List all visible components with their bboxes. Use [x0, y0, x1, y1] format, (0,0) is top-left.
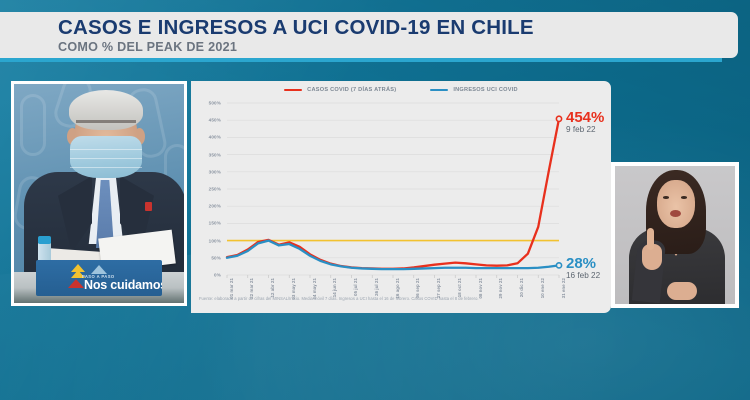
y-axis-labels: 500% 450% 400% 350% 300% 250% 200% 150% 100% 50% 0… [191, 100, 225, 278]
title-accent-rule [0, 58, 722, 62]
water-bottle-cap [38, 236, 51, 244]
legend-swatch [284, 88, 303, 92]
x-axis-tick-label: 26 jul 21 [373, 278, 379, 296]
legend-swatch [430, 88, 449, 92]
chart-legend: CASOS COVID (7 DÍAS ATRÁS) INGRESOS UCI … [191, 87, 611, 93]
legend-item: INGRESOS UCI COVID [430, 87, 518, 93]
y-axis-tick-label: 300% [208, 169, 221, 175]
x-axis-labels: 01 mar 21 22 mar 21 12 abr 21 03 may 21 24 m… [227, 277, 566, 311]
interpreter-face [657, 180, 695, 228]
chart-panel: CASOS COVID (7 DÍAS ATRÁS) INGRESOS UCI … [191, 81, 611, 313]
x-axis-tick-label: 12 abr 21 [270, 278, 276, 298]
page-subtitle: COMO % DEL PEAK DE 2021 [58, 40, 238, 54]
y-axis-tick-label: 450% [208, 117, 221, 123]
source-note: Fuente: elaborada a partir de cifras del… [199, 296, 479, 301]
y-axis-tick-label: 0% [214, 272, 221, 278]
x-axis-tick-label: 14 jun 21 [332, 278, 338, 298]
podium-banner: PASO A PASO Nos cuidamos [36, 260, 162, 296]
x-axis-tick-label: 05 jul 21 [353, 278, 359, 296]
interpreter-index-finger [647, 228, 654, 250]
chart-plot-area [225, 102, 563, 278]
face-mask [70, 136, 142, 178]
annotation-peak-cases: 454% 9 feb 22 [566, 110, 604, 135]
chart-svg [225, 102, 563, 278]
speaker-ear-left [67, 128, 78, 145]
y-axis-tick-label: 400% [208, 134, 221, 140]
paso-a-paso-logo-icon [67, 263, 113, 288]
legend-label: INGRESOS UCI COVID [453, 87, 518, 93]
y-axis-tick-label: 250% [208, 186, 221, 192]
x-axis-tick-label: 20 dic 21 [519, 278, 525, 298]
y-axis-tick-label: 100% [208, 238, 221, 244]
annotation-date: 16 feb 22 [566, 271, 601, 281]
annotation-value: 28% [566, 255, 597, 273]
eyeglasses-icon [76, 120, 136, 123]
y-axis-tick-label: 500% [208, 100, 221, 106]
interpreter-mouth [670, 210, 681, 217]
speaker-video-panel: PASO A PASO Nos cuidamos [11, 81, 187, 306]
y-axis-tick-label: 350% [208, 152, 221, 158]
annotation-icu-current: 28% 16 feb 22 [566, 256, 600, 281]
speaker-video-frame: PASO A PASO Nos cuidamos [14, 84, 184, 303]
speaker-tie [96, 180, 114, 248]
interpreter-eye-left [663, 196, 669, 199]
y-axis-tick-label: 150% [208, 220, 221, 226]
sign-language-interpreter-panel [611, 162, 739, 308]
speaker-hair [69, 90, 143, 130]
y-axis-tick-label: 200% [208, 203, 221, 209]
y-axis-tick-label: 50% [211, 255, 221, 261]
banner-kicker: PASO A PASO [82, 274, 115, 279]
legend-item: CASOS COVID (7 DÍAS ATRÁS) [284, 87, 396, 93]
backdrop-shape [20, 94, 46, 156]
x-axis-tick-label: 18 oct 21 [456, 278, 462, 298]
interpreter-video-frame [615, 166, 735, 304]
flag-lapel-pin [145, 202, 152, 211]
page-title: CASOS E INGRESOS A UCI COVID-19 EN CHILE [58, 16, 534, 39]
annotation-value: 454% [566, 108, 605, 126]
speaker-ear-right [134, 128, 145, 145]
banner-text: Nos cuidamos [84, 278, 162, 292]
interpreter-signing-hand [642, 244, 662, 270]
title-bar: CASOS E INGRESOS A UCI COVID-19 EN CHILE… [0, 12, 738, 58]
annotation-date: 9 feb 22 [566, 124, 596, 134]
legend-label: CASOS COVID (7 DÍAS ATRÁS) [307, 87, 397, 93]
interpreter-eye-right [681, 196, 687, 199]
interpreter-resting-hand [667, 282, 697, 300]
